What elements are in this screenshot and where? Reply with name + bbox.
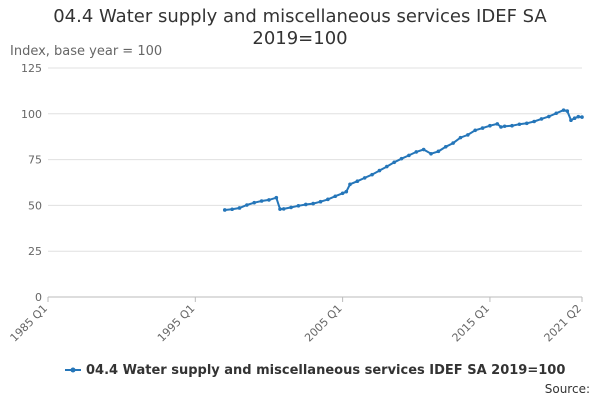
chart-title-line-1: 04.4 Water supply and miscellaneous serv…: [53, 6, 547, 27]
data-point: [532, 119, 536, 124]
y-tick-label: 0: [35, 291, 42, 304]
data-point: [274, 195, 279, 200]
data-point: [245, 203, 249, 207]
y-tick-label: 125: [21, 62, 42, 75]
data-point: [572, 116, 577, 120]
data-point: [348, 182, 352, 187]
data-point: [340, 191, 345, 196]
y-tick-label: 100: [21, 108, 42, 121]
y-axis-label: Index, base year = 100: [10, 44, 163, 59]
data-point: [237, 206, 242, 210]
chart-title: 04.4 Water supply and miscellaneous serv…: [0, 6, 600, 50]
data-point: [499, 125, 503, 129]
data-point: [230, 207, 234, 212]
data-point: [296, 203, 301, 208]
data-point: [421, 147, 426, 152]
data-point: [488, 123, 492, 128]
data-point: [414, 150, 419, 154]
data-point: [473, 128, 478, 133]
legend-label: 04.4 Water supply and miscellaneous serv…: [86, 363, 565, 378]
data-point: [510, 123, 514, 128]
data-point: [399, 156, 404, 161]
y-tick-label: 50: [28, 199, 42, 212]
y-tick-label: 25: [28, 245, 42, 258]
data-point: [443, 144, 448, 149]
data-point: [355, 179, 360, 184]
data-point: [539, 117, 544, 121]
data-point: [318, 199, 323, 204]
data-point: [565, 109, 570, 113]
data-point: [458, 135, 463, 140]
data-point: [407, 153, 411, 158]
data-point: [569, 118, 573, 123]
data-point: [495, 122, 500, 126]
data-point: [278, 207, 282, 211]
data-point: [561, 108, 566, 112]
data-point: [392, 160, 396, 165]
data-point: [333, 194, 338, 199]
data-point: [222, 208, 227, 212]
data-point: [344, 189, 349, 194]
x-tick-label: 2021 Q2: [542, 302, 585, 345]
data-point: [517, 122, 522, 127]
chart-title-line-2: 2019=100: [252, 28, 348, 49]
data-point: [311, 201, 315, 206]
data-point: [436, 149, 441, 154]
data-point: [326, 197, 330, 202]
data-point: [259, 199, 264, 203]
y-tick-label: 75: [28, 154, 42, 167]
legend-marker: [70, 367, 76, 373]
data-point: [370, 172, 374, 177]
data-point: [480, 126, 485, 130]
data-point: [385, 164, 389, 169]
x-tick-label: 2005 Q1: [302, 302, 345, 345]
data-point: [580, 115, 584, 119]
data-point: [554, 111, 559, 116]
data-point: [267, 198, 271, 202]
x-tick-label: 1985 Q1: [8, 302, 51, 345]
data-point: [451, 141, 455, 145]
data-point: [252, 200, 257, 205]
data-point: [576, 114, 581, 119]
source-label: Source:: [544, 382, 590, 396]
data-point: [281, 207, 286, 211]
data-point: [362, 176, 367, 180]
data-point: [303, 202, 308, 207]
data-point: [466, 133, 470, 137]
data-point: [502, 124, 507, 129]
x-tick-label: 1995 Q1: [155, 302, 198, 345]
data-point: [547, 114, 551, 119]
data-point: [429, 151, 433, 156]
data-point: [289, 205, 293, 210]
x-tick-label: 2015 Q1: [450, 302, 493, 345]
data-point: [377, 168, 382, 173]
data-point: [524, 121, 529, 126]
